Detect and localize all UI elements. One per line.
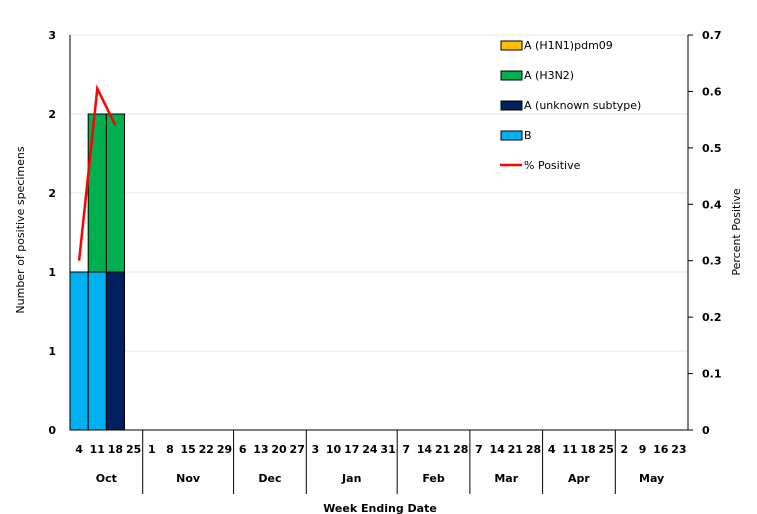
y-tick-label: 3 [48,29,56,42]
legend-label--positive: % Positive [524,159,581,172]
x-date-label: 25 [126,443,141,456]
y-tick-label: 2 [48,187,56,200]
x-date-label: 4 [75,443,83,456]
x-date-label: 17 [344,443,359,456]
axes [69,35,689,431]
x-date-label: 29 [217,443,232,456]
y-tick-label: 1 [48,266,56,279]
x-date-label: 22 [199,443,214,456]
line-percent-positive [77,84,117,261]
bar-a-h3n2 [105,113,126,273]
x-date-label: 18 [580,443,595,456]
month-label: Feb [422,472,445,485]
x-date-label: 15 [180,443,195,456]
x-date-label: 11 [562,443,577,456]
x-axis-dates: 4 11 18 25 1 8 15 22 29 6 13 20 27 3 10 17 24 31 7 14 21 28 7 1… [75,443,686,456]
x-date-label: 7 [402,443,410,456]
bar-b [69,271,89,431]
x-date-label: 28 [526,443,541,456]
month-label: Dec [258,472,281,485]
bar-b [87,271,107,431]
y2-tick-label: 0.6 [702,85,722,98]
x-date-label: 21 [508,443,523,456]
x-date-label: 23 [671,443,686,456]
month-label: May [639,472,664,485]
y-tick-label: 1 [48,345,56,358]
x-date-label: 25 [599,443,614,456]
legend-swatch-b [500,130,523,141]
y-axis-title: Number of positive specimens [14,146,27,313]
y2-axis-ticks: 0 0.1 0.2 0.3 0.4 0.5 0.6 0.7 [688,29,722,437]
x-date-label: 21 [435,443,450,456]
x-date-label: 8 [166,443,174,456]
y2-axis-title: Percent Positive [730,188,743,276]
y2-tick-label: 0.4 [702,198,722,211]
month-label: Apr [568,472,590,485]
x-date-label: 14 [417,443,433,456]
x-date-label: 9 [639,443,647,456]
x-date-label: 2 [621,443,629,456]
x-date-label: 20 [271,443,287,456]
x-axis-months: Oct Nov Dec Jan Feb Mar Apr May [96,430,664,494]
month-label: Jan [341,472,361,485]
y2-tick-label: 0.7 [702,29,722,42]
x-date-label: 31 [380,443,395,456]
x-date-label: 4 [548,443,556,456]
x-date-label: 6 [239,443,247,456]
x-date-label: 14 [489,443,505,456]
x-date-label: 18 [108,443,123,456]
y2-tick-label: 0 [702,424,710,437]
x-date-label: 7 [475,443,483,456]
x-date-label: 3 [312,443,320,456]
x-date-label: 27 [290,443,305,456]
month-label: Mar [494,472,518,485]
y2-tick-label: 0.3 [702,255,722,268]
bar-a-unknown-subtype [105,271,126,431]
y2-tick-label: 0.5 [702,142,722,155]
gridlines [70,34,688,352]
x-axis-title: Week Ending Date [323,502,437,514]
x-date-label: 11 [90,443,105,456]
y2-tick-label: 0.2 [702,311,722,324]
x-date-label: 16 [653,443,669,456]
month-label: Oct [96,472,117,485]
x-date-label: 24 [362,443,378,456]
y-tick-label: 0 [48,424,56,437]
x-date-label: 28 [453,443,468,456]
legend-label-a-h3n2: A (H3N2) [524,69,574,82]
legend-swatch-a-h3n2 [500,70,523,81]
month-label: Nov [176,472,201,485]
y2-tick-label: 0.1 [702,368,722,381]
legend-label-a-unknown-subtype: A (unknown subtype) [524,99,641,112]
y-axis-ticks: 0 1 1 2 2 3 [48,29,56,437]
x-date-label: 13 [253,443,268,456]
legend-swatch-a-unknown-subtype [500,100,523,111]
x-date-label: 10 [326,443,342,456]
y-tick-label: 2 [48,108,56,121]
x-date-label: 1 [148,443,156,456]
legend-swatch-a-h1n1-pdm09 [500,40,523,51]
legend: A (H1N1)pdm09 A (H3N2) A (unknown subtype)… [500,39,641,172]
percent-positive-line [77,84,117,261]
legend-label-a-h1n1-pdm09: A (H1N1)pdm09 [524,39,613,52]
legend-label-b: B [524,129,532,142]
